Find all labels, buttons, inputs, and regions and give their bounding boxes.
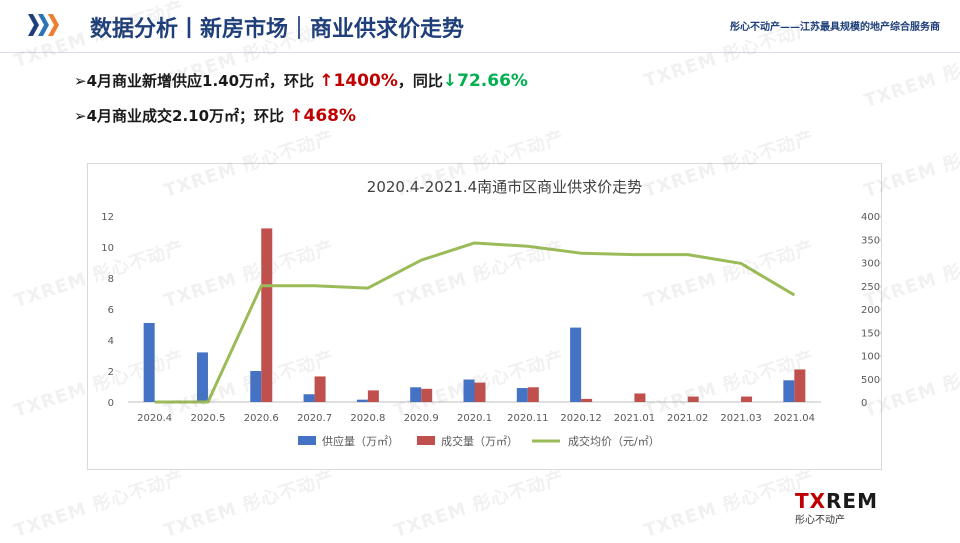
bar-deal	[794, 369, 806, 402]
chevron-2	[38, 14, 49, 36]
bar-deal	[581, 398, 593, 402]
yoy-change: ↓72.66%	[442, 71, 528, 91]
bar-supply	[143, 322, 155, 402]
x-tick-label: 2020.9	[404, 413, 439, 424]
bar-supply	[303, 394, 315, 402]
y-right-tick-label: 20000	[861, 305, 881, 316]
chevron-1	[28, 14, 39, 36]
y-right-tick-label: 0	[861, 398, 867, 409]
y-left-tick-label: 8	[108, 274, 114, 285]
bullet-supply: ➢4月商业新增供应1.40万㎡，环比 ↑1400%，同比↓72.66%	[74, 70, 528, 91]
watermark-text: TXREM 彤心不动产	[391, 467, 567, 542]
mom-change: ↑468%	[289, 106, 357, 126]
bar-supply	[463, 379, 475, 402]
x-tick-label: 2020.12	[560, 413, 601, 424]
bullet-marker: ➢	[74, 107, 87, 125]
x-tick-label: 2021.02	[667, 413, 708, 424]
bar-deal	[687, 396, 699, 402]
bullet-mid: ，同比	[397, 72, 443, 90]
y-right-tick-label: 15000	[861, 328, 881, 339]
y-left-tick-label: 6	[108, 305, 114, 316]
x-tick-label: 2020.11	[507, 413, 548, 424]
y-left-tick-label: 12	[101, 212, 114, 223]
x-tick-label: 2020.5	[190, 413, 225, 424]
bar-deal	[634, 393, 646, 402]
bar-supply	[783, 380, 795, 402]
chart-frame: 2020.4-2021.4南通市区商业供求价走势 0 2 4 6 8 10 12 0 5000 10…	[87, 163, 893, 470]
legend-swatch	[417, 436, 435, 445]
bar-supply	[250, 371, 262, 402]
bullet-text: 4月商业新增供应1.40万㎡，环比	[86, 72, 315, 90]
x-tick-label: 2020.7	[297, 413, 332, 424]
y-right-tick-label: 35000	[861, 235, 881, 246]
chevron-icon	[28, 14, 59, 36]
logo-sub: 彤心不动产	[794, 515, 845, 526]
price-line	[154, 241, 796, 404]
x-tick-label: 2020.6	[244, 413, 279, 424]
bar-deal	[527, 387, 539, 402]
bar-deal	[474, 382, 486, 402]
y-right-tick-label: 40000	[861, 212, 881, 223]
x-tick-label: 2020.4	[137, 413, 172, 424]
legend-label: 成交量（万㎡）	[441, 434, 518, 448]
y-right-tick-label: 25000	[861, 282, 881, 293]
bar-deal	[314, 376, 326, 402]
y-right-tick-label: 10000	[861, 352, 881, 363]
chart-svg: 2020.4-2021.4南通市区商业供求价走势 0 2 4 6 8 10 12 0 5000 10…	[101, 178, 893, 448]
legend-label: 供应量（万㎡）	[322, 434, 399, 448]
x-tick-label: 2021.01	[614, 413, 655, 424]
header-bar: 数据分析丨新房市场｜商业供求价走势 彤心不动产——江苏最具规模的地产综合服务商	[0, 0, 960, 54]
x-tick-label: 2020.1	[457, 413, 492, 424]
y-left-tick-label: 4	[108, 336, 114, 347]
watermark-text: TXREM 彤心不动产	[641, 467, 817, 542]
watermark-text: TXREM 彤心不动产	[11, 467, 187, 542]
company-tagline: 彤心不动产——江苏最具规模的地产综合服务商	[730, 22, 940, 33]
bar-deal	[367, 390, 379, 402]
legend-swatch	[298, 436, 316, 445]
bar-supply	[570, 327, 582, 402]
bar-supply	[516, 388, 528, 402]
bullet-marker: ➢	[74, 72, 87, 90]
mom-change: ↑1400%	[319, 71, 398, 91]
bar-deal	[261, 228, 273, 402]
bar-supply	[356, 399, 368, 402]
y-left-tick-label: 10	[101, 243, 114, 254]
bullet-text: 4月商业成交2.10万㎡；环比	[86, 107, 285, 125]
x-tick-label: 2021.03	[720, 413, 761, 424]
header-divider	[0, 52, 960, 53]
chart-title: 2020.4-2021.4南通市区商业供求价走势	[367, 178, 642, 196]
bullet-deal: ➢4月商业成交2.10万㎡；环比 ↑468%	[74, 105, 356, 126]
logo-brand-a: TX	[794, 489, 827, 513]
x-tick-label: 2020.8	[350, 413, 385, 424]
watermark-text: TXREM 彤心不动产	[161, 467, 337, 542]
y-left-tick-label: 0	[108, 398, 114, 409]
y-right-tick-label: 5000	[861, 375, 881, 386]
legend-label: 成交均价（元/㎡）	[568, 434, 660, 448]
x-tick-label: 2021.04	[774, 413, 815, 424]
bar-deal	[421, 388, 433, 402]
bar-deal	[741, 396, 753, 402]
chevron-3	[48, 14, 59, 36]
page-title: 数据分析丨新房市场｜商业供求价走势	[90, 17, 465, 42]
y-left-tick-label: 2	[108, 367, 114, 378]
brand-logo: TXREM 彤心不动产	[795, 489, 878, 526]
y-right-tick-label: 30000	[861, 259, 881, 270]
bar-supply	[410, 387, 422, 402]
logo-brand-b: REM	[826, 489, 878, 513]
bar-supply	[196, 352, 208, 402]
